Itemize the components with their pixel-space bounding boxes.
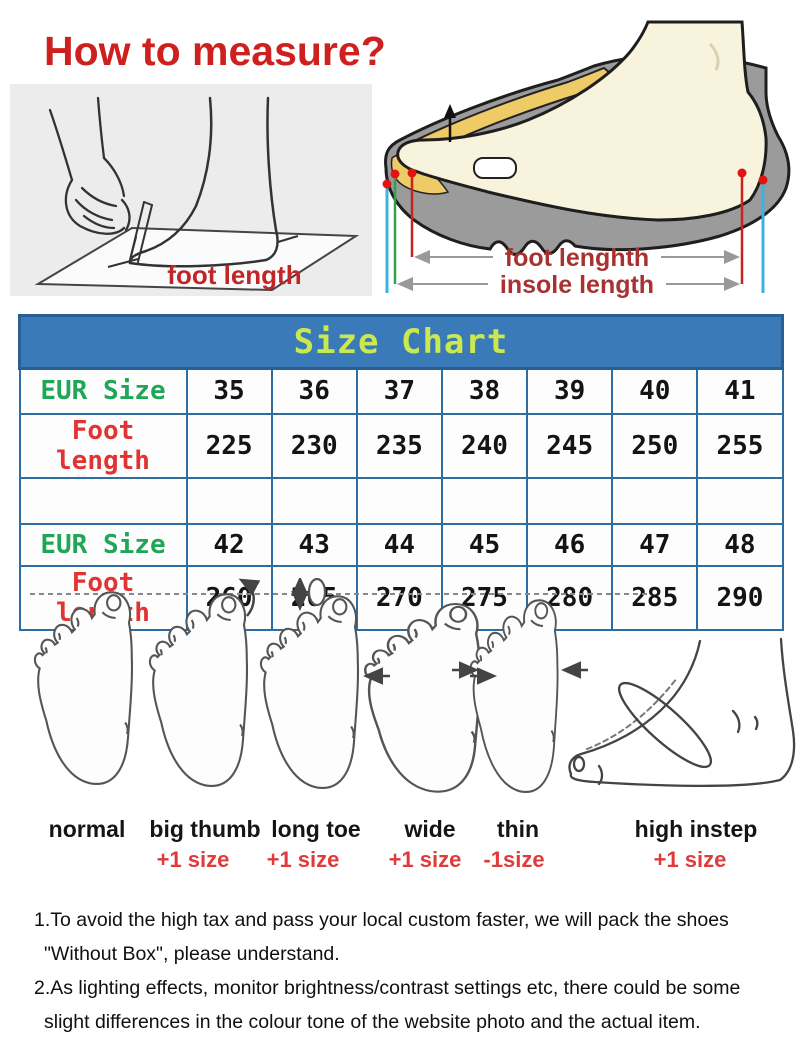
size-adjust-big-thumb: +1 size	[156, 847, 230, 872]
row-label: EUR Size	[18, 367, 188, 415]
toe-cap-highlight	[473, 157, 517, 179]
measure-tick-marks	[107, 235, 299, 268]
cell: 225	[185, 412, 273, 479]
size-adjust-long-toe: +1 size	[266, 847, 340, 872]
cell: 270	[355, 564, 443, 631]
insole-length-label: insole length	[500, 271, 654, 299]
note-line: 1.To avoid the high tax and pass your lo…	[34, 909, 729, 931]
foot-high-instep	[568, 637, 796, 788]
cell: 44	[355, 522, 443, 567]
cell: 41	[696, 367, 784, 415]
size-chart-table: Size Chart EUR Size 35 36 37 38 39 40 41…	[18, 314, 784, 631]
foot-normal	[33, 591, 134, 785]
size-adjust-high-instep: +1 size	[653, 847, 727, 872]
foot-thin	[469, 599, 559, 793]
notes-section: 1.To avoid the high tax and pass your lo…	[34, 903, 784, 1039]
leg-crease	[708, 42, 720, 71]
table-row: EUR Size 42 43 44 45 46 47 48	[18, 522, 784, 567]
cell: 290	[696, 564, 784, 631]
size-chart-header-row: Size Chart	[18, 314, 784, 370]
foot-type-label-long-toe: long toe	[271, 816, 361, 842]
foot-length-label: foot lenghth	[505, 244, 649, 272]
big-thumb-arrow-icon	[238, 578, 261, 617]
cell: 35	[185, 367, 273, 415]
table-row: EUR Size 35 36 37 38 39 40 41	[18, 367, 784, 415]
cell: 43	[270, 522, 358, 567]
foot-length-caption: foot length	[167, 260, 302, 290]
row-label: Foot length	[18, 412, 188, 479]
foot-shapes-diagram	[30, 578, 796, 793]
cell: 47	[611, 522, 699, 567]
row-label	[18, 476, 188, 525]
long-second-toe	[307, 578, 327, 607]
cell: 250	[611, 412, 699, 479]
cell: 36	[270, 367, 358, 415]
cell	[185, 476, 273, 525]
foot-type-label-high-instep: high instep	[634, 816, 758, 842]
cell	[526, 476, 614, 525]
foot-type-label-big-thumb: big thumb	[149, 816, 261, 842]
cell: 42	[185, 522, 273, 567]
row-label: EUR Size	[18, 522, 188, 567]
table-row: Foot length 225 230 235 240 245 250 255	[18, 412, 784, 479]
cell: 230	[270, 412, 358, 479]
foot-type-label-normal: normal	[48, 816, 126, 842]
cell: 48	[696, 522, 784, 567]
foot-big-thumb	[148, 593, 249, 787]
cell: 245	[526, 412, 614, 479]
cell: 235	[355, 412, 443, 479]
foot-type-label-wide: wide	[404, 816, 456, 842]
foot-wide	[364, 602, 481, 793]
cell: 45	[440, 522, 529, 567]
note-line: slight differences in the colour tone of…	[44, 1011, 701, 1033]
cell: 40	[611, 367, 699, 415]
cell: 38	[440, 367, 529, 415]
cell	[270, 476, 358, 525]
cell: 46	[526, 522, 614, 567]
measure-lines	[382, 168, 768, 293]
note-line: 2.As lighting effects, monitor brightnes…	[34, 977, 741, 999]
size-adjust-wide: +1 size	[388, 847, 462, 872]
page-title: How to measure?	[44, 28, 386, 74]
size-adjust-thin: -1size	[483, 847, 545, 872]
measuring-sketch-box: foot length	[10, 84, 372, 296]
cell	[696, 476, 784, 525]
cell: 39	[526, 367, 614, 415]
toe-space-arrow-icon	[444, 104, 456, 142]
shoe-cross-section-diagram: foot lenghth insole length	[382, 20, 791, 299]
cell: 240	[440, 412, 529, 479]
note-line: "Without Box", please understand.	[44, 943, 340, 965]
cell	[355, 476, 443, 525]
cell: 37	[355, 367, 443, 415]
cell	[611, 476, 699, 525]
cell: 255	[696, 412, 784, 479]
measuring-foot-sketch	[34, 96, 360, 292]
pencil-icon	[129, 201, 153, 263]
hand-icon	[48, 96, 131, 235]
table-row-empty	[18, 476, 784, 525]
cell: 285	[611, 564, 699, 631]
size-chart-title: Size Chart	[18, 314, 784, 370]
cell	[440, 476, 529, 525]
foot-type-label-thin: thin	[496, 816, 540, 842]
foot-long-toe	[259, 595, 360, 789]
